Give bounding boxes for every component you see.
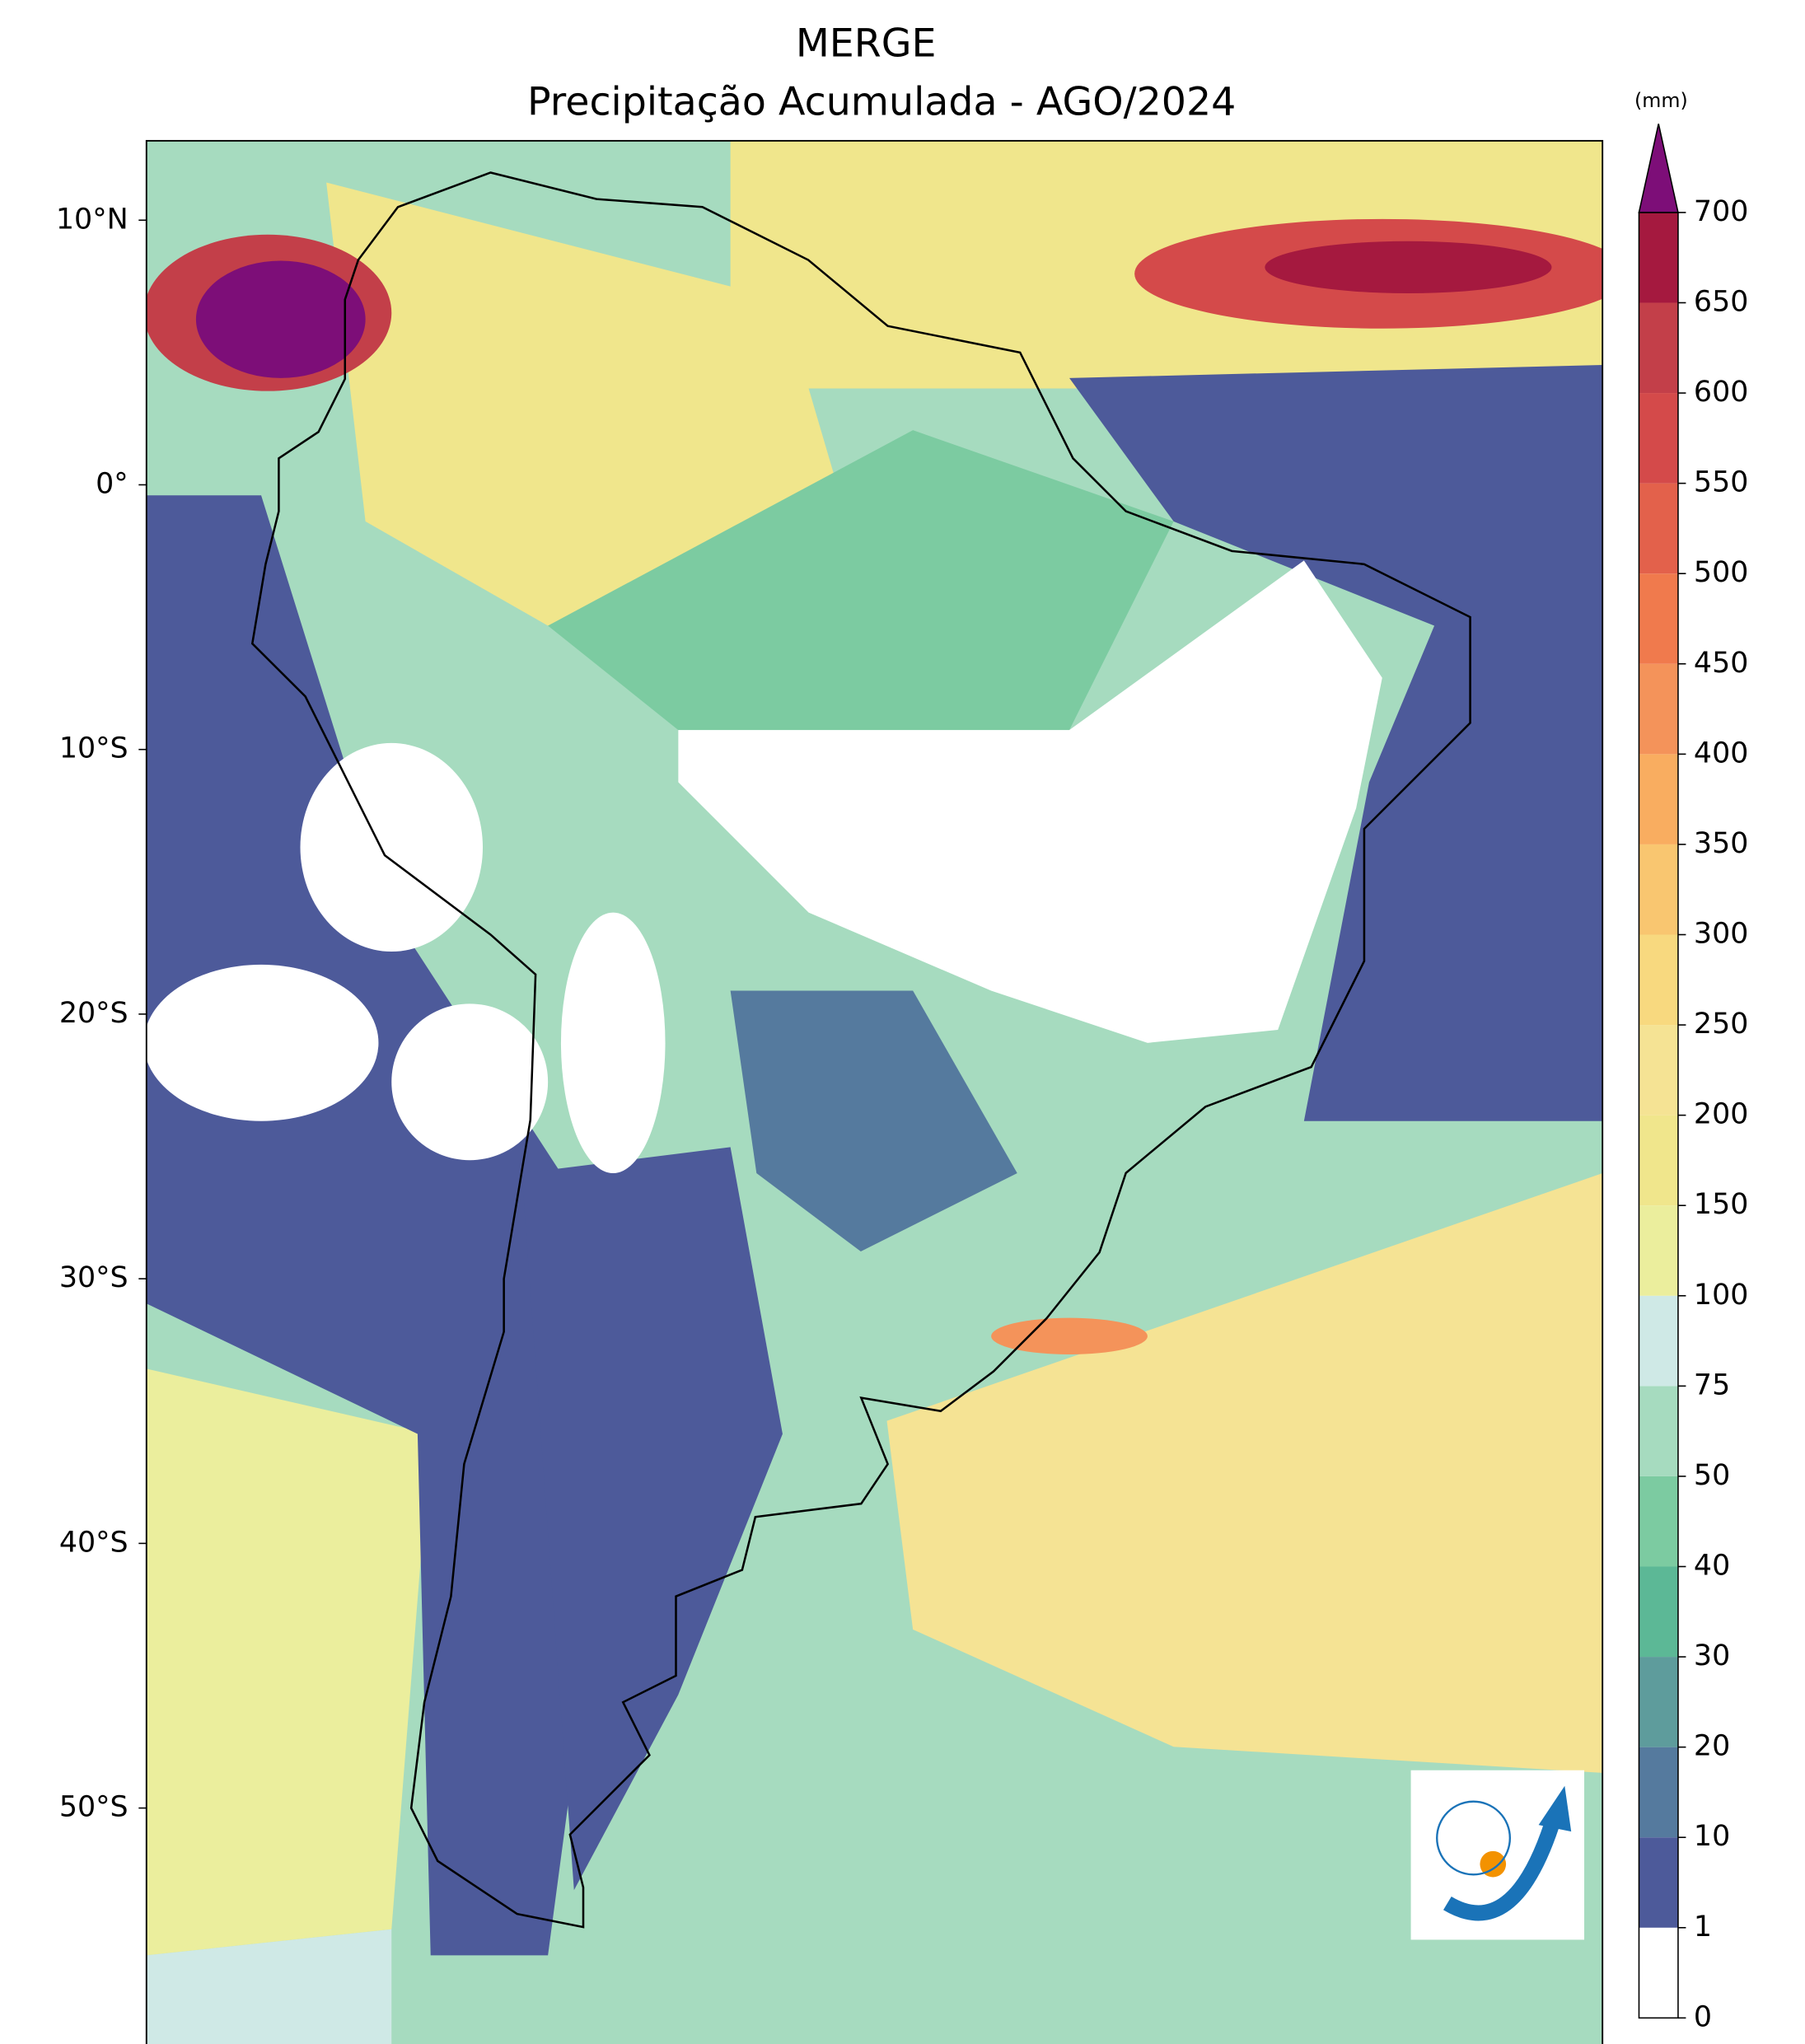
colorbar-label: 100 [1694,1279,1748,1312]
colorbar-segment [1639,1837,1678,1928]
y-tick-label: 40°S [59,1526,129,1559]
colorbar-label: 700 [1694,195,1748,228]
coastline [250,171,1471,1929]
colorbar-label: 1 [1694,1911,1712,1943]
colorbar-segment [1639,663,1678,755]
colorbar-label: 30 [1694,1639,1730,1672]
y-tick-label: 10°S [59,732,129,765]
colorbar-label: 650 [1694,285,1748,318]
colorbar-label: 50 [1694,1459,1730,1492]
colorbar-label: 20 [1694,1730,1730,1763]
colorbar-label: 300 [1694,917,1748,950]
colorbar-segment [1639,1025,1678,1116]
colorbar-segment [1639,1566,1678,1658]
colorbar-segment [1639,1295,1678,1387]
colorbar-segment [1639,1657,1678,1747]
y-tick-label: 50°S [59,1791,129,1824]
colorbar-label: 75 [1694,1368,1730,1401]
colorbar-extend [1638,124,1679,213]
colorbar-label: 350 [1694,827,1748,860]
map-frame [145,139,1604,2044]
colorbar-label: 550 [1694,466,1748,499]
colorbar-segment [1639,573,1678,664]
colorbar-label: 200 [1694,1098,1748,1131]
colorbar-unit: (mm) [1634,89,1688,112]
colorbar-label: 0 [1694,2000,1712,2033]
y-tick-label: 0° [96,467,129,500]
colorbar-segment [1639,1927,1678,2018]
subtitle: Precipitação Acumulada - AGO/2024 [527,80,1236,125]
colorbar-label: 250 [1694,1008,1748,1041]
colorbar-label: 150 [1694,1188,1748,1221]
colorbar-segment [1639,212,1678,303]
colorbar-segment [1639,1115,1678,1206]
colorbar-segment [1639,754,1678,844]
colorbar-segment [1639,483,1678,574]
colorbar-label: 450 [1694,647,1748,680]
colorbar-label: 500 [1694,556,1748,589]
colorbar-segment [1639,1476,1678,1567]
colorbar-label: 40 [1694,1549,1730,1582]
colorbar-label: 400 [1694,737,1748,769]
colorbar-segment [1639,393,1678,484]
y-tick-label: 30°S [59,1261,129,1294]
y-tick-label: 20°S [59,997,129,1030]
y-tick-label: 10°N [56,203,129,236]
colorbar-segment [1639,934,1678,1026]
precip-field [146,140,1603,2044]
colorbar-label: 600 [1694,376,1748,409]
colorbar-segment [1639,302,1678,394]
colorbar-segment [1639,1747,1678,1838]
colorbar-segment [1639,1205,1678,1296]
colorbar-segment [1639,1386,1678,1476]
colorbar-segment [1639,844,1678,935]
inpe-logo [1410,1770,1585,1940]
title: MERGE [796,21,937,66]
colorbar-label: 10 [1694,1820,1730,1853]
